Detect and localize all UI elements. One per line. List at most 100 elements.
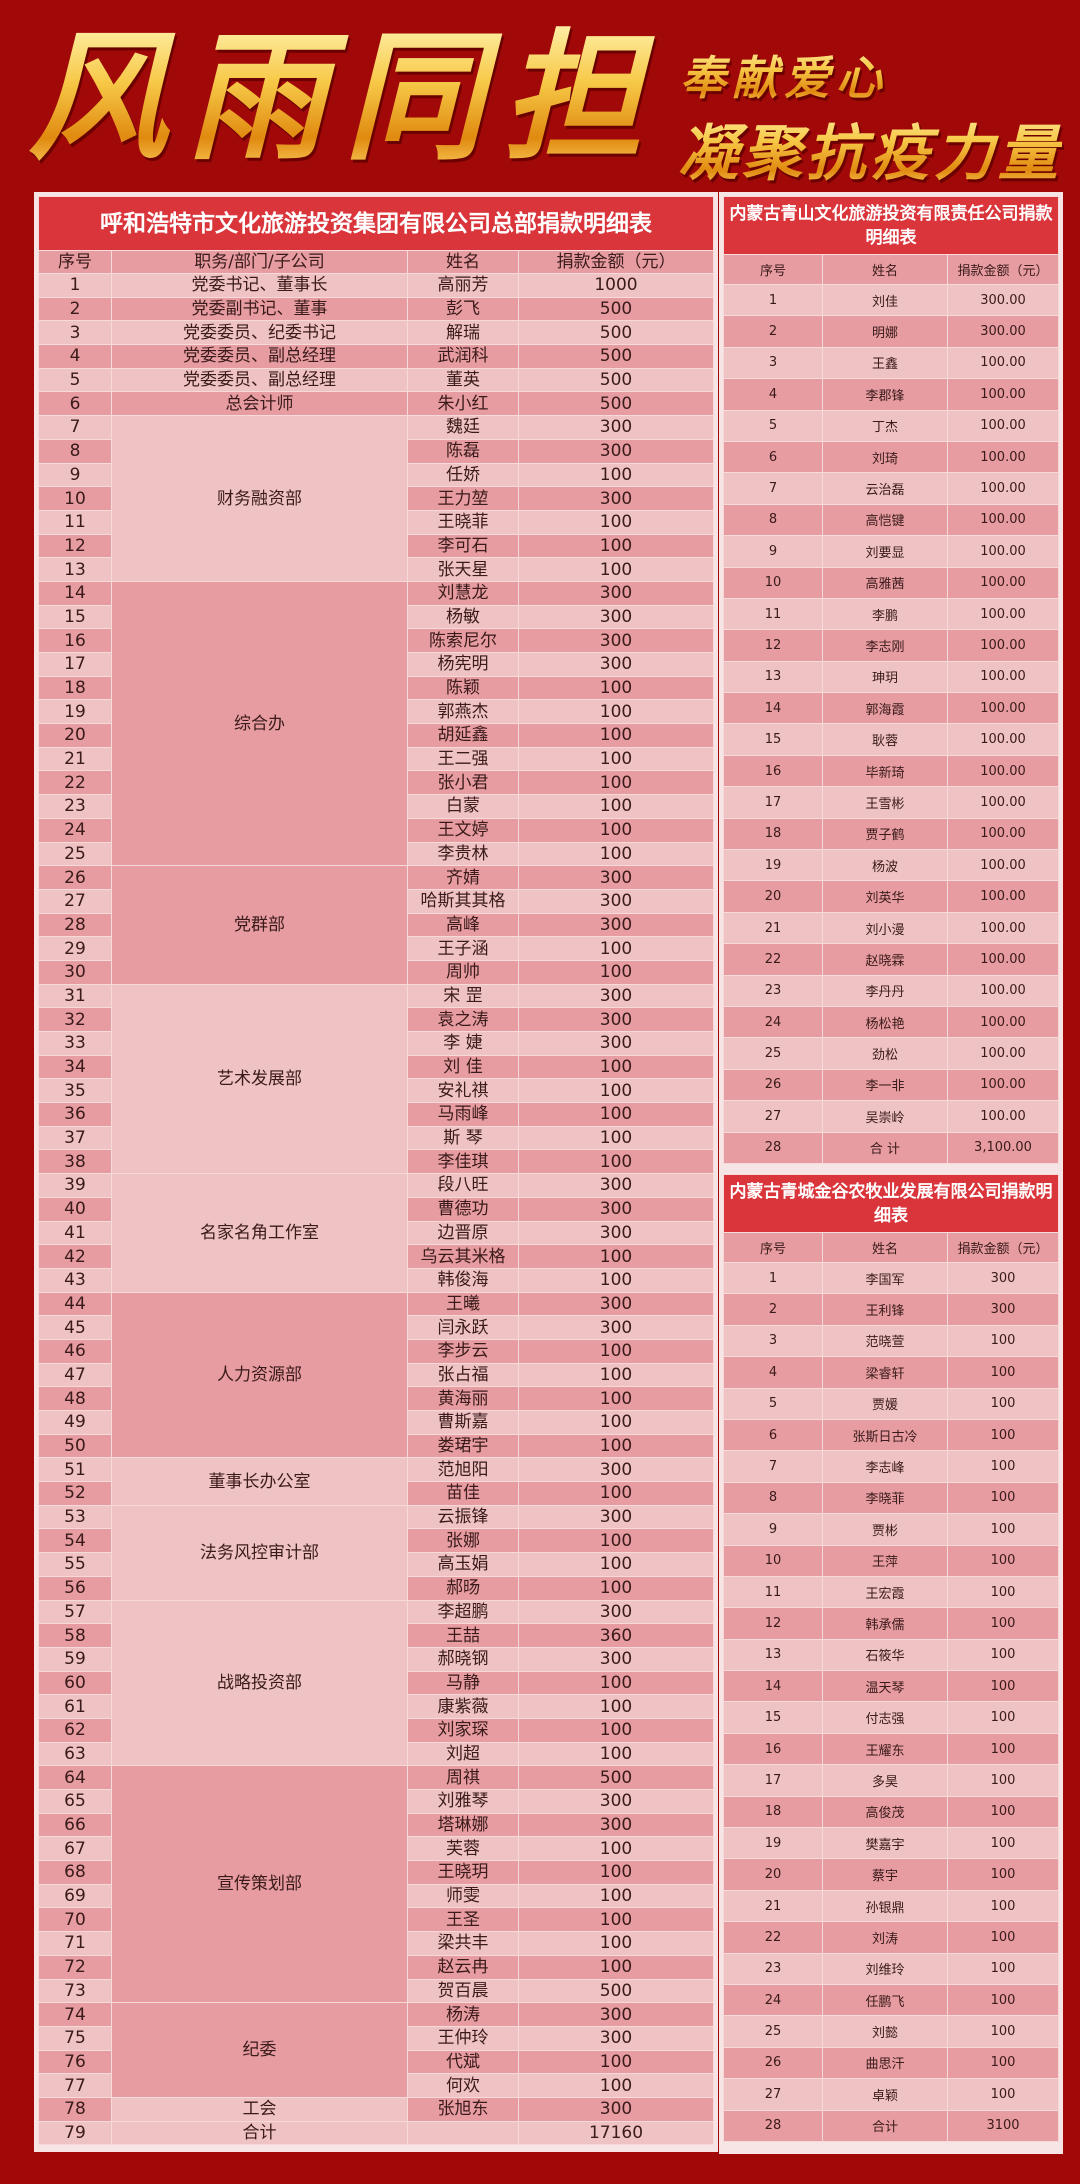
headline-sub-2: 凝聚抗疫力量 <box>678 105 1062 192</box>
table-row: 4 梁睿轩 100 <box>723 1356 1059 1389</box>
row-number: 77 <box>38 2073 112 2098</box>
table-row: 59 郝晓钢 300 <box>38 1646 714 1672</box>
row-number: 50 <box>38 1433 112 1459</box>
donor-name: 李郡锋 <box>822 378 948 411</box>
table-row: 16 王耀东 100 <box>723 1732 1059 1766</box>
row-number: 59 <box>38 1646 112 1672</box>
donation-amount: 300 <box>518 983 714 1009</box>
table-row: 26 党群部 齐婧 300 <box>38 865 714 985</box>
row-number: 61 <box>38 1694 112 1719</box>
donation-amount: 100 <box>518 1860 714 1885</box>
donor-name: 李丹丹 <box>822 974 948 1007</box>
table-row: 2 党委副书记、董事 彭飞 500 <box>38 296 714 322</box>
row-number: 27 <box>38 888 112 914</box>
donor-name: 张天星 <box>407 557 519 582</box>
table-row: 70 王圣 100 <box>38 1907 714 1933</box>
table-row: 21 王二强 100 <box>38 746 714 772</box>
donor-name: 范晓萱 <box>822 1324 948 1358</box>
donor-name: 张占福 <box>407 1362 519 1388</box>
table-row: 66 塔琳娜 300 <box>38 1812 714 1838</box>
donation-amount: 100 <box>518 1670 714 1696</box>
row-number: 17 <box>38 652 112 677</box>
row-number: 48 <box>38 1386 112 1411</box>
table-row: 2 王利锋 300 <box>723 1293 1059 1326</box>
donation-amount: 100.00 <box>947 911 1059 945</box>
row-number: 14 <box>723 692 823 725</box>
row-number: 52 <box>38 1481 112 1506</box>
table-row: 3 党委委员、纪委书记 解瑞 500 <box>38 320 714 346</box>
table-row: 24 王文婷 100 <box>38 817 714 843</box>
donation-amount: 100 <box>518 1575 714 1601</box>
row-number: 24 <box>723 1005 823 1039</box>
donation-amount: 17160 <box>518 2120 714 2146</box>
table-row: 17 杨宪明 300 <box>38 652 714 677</box>
row-number: 23 <box>723 1952 823 1985</box>
row-number: 10 <box>38 486 112 511</box>
donation-amount: 100 <box>518 1552 714 1577</box>
donation-amount: 100.00 <box>947 692 1059 725</box>
donation-amount: 100 <box>518 462 714 488</box>
donor-name: 蔡宇 <box>822 1858 948 1891</box>
table-row: 19 郭燕杰 100 <box>38 699 714 725</box>
donation-amount: 100 <box>518 1054 714 1080</box>
donor-name: 代斌 <box>407 2049 519 2075</box>
donation-amount: 100 <box>947 1670 1059 1703</box>
row-number: 63 <box>38 1741 112 1767</box>
row-number: 45 <box>38 1315 112 1340</box>
donor-name: 杨宪明 <box>407 652 519 677</box>
row-number: 69 <box>38 1883 112 1909</box>
row-number: 17 <box>723 786 823 819</box>
donation-amount: 300 <box>518 438 714 464</box>
table-row: 22 赵晓霖 100.00 <box>723 943 1059 976</box>
row-number: 3 <box>723 1324 823 1358</box>
donor-name: 王晓菲 <box>407 509 519 535</box>
table-row: 44 人力资源部 王曦 300 <box>38 1291 714 1459</box>
row-number: 43 <box>38 1267 112 1293</box>
donor-name: 耿蓉 <box>822 723 948 756</box>
donor-name: 胡延鑫 <box>407 723 519 748</box>
row-number: 21 <box>38 746 112 772</box>
donor-name: 高峰 <box>407 912 519 938</box>
donation-amount: 100.00 <box>947 629 1059 662</box>
table-row: 23 刘维玲 100 <box>723 1952 1059 1985</box>
row-number: 16 <box>723 754 823 788</box>
donation-amount: 300 <box>518 1504 714 1530</box>
row-number: 22 <box>723 943 823 976</box>
table-row: 9 贾彬 100 <box>723 1513 1059 1546</box>
donation-amount: 100 <box>518 1883 714 1909</box>
donor-name: 齐婧 <box>407 865 519 890</box>
donation-amount: 100 <box>947 1858 1059 1891</box>
row-number: 23 <box>723 974 823 1007</box>
donation-amount: 300 <box>518 1291 714 1317</box>
table-row: 12 李志刚 100.00 <box>723 629 1059 662</box>
donation-amount: 100 <box>947 1481 1059 1515</box>
donor-name: 刘雅琴 <box>407 1789 519 1814</box>
table-row: 49 曹斯嘉 100 <box>38 1410 714 1435</box>
donation-amount: 100 <box>518 1267 714 1293</box>
donor-name: 董英 <box>407 367 519 393</box>
table-row: 11 王宏霞 100 <box>723 1575 1059 1609</box>
donation-amount: 300.00 <box>947 283 1059 317</box>
table-row: 25 劲松 100.00 <box>723 1037 1059 1070</box>
table-row: 55 高玉娟 100 <box>38 1552 714 1577</box>
donor-name: 毕新琦 <box>822 754 948 788</box>
donation-amount: 300 <box>518 888 714 914</box>
donor-name: 李贵林 <box>407 841 519 867</box>
table-row: 17 王雪彬 100.00 <box>723 786 1059 819</box>
donation-amount: 300 <box>518 415 714 440</box>
row-number: 15 <box>723 1701 823 1734</box>
row-number: 17 <box>723 1764 823 1797</box>
row-number: 76 <box>38 2049 112 2075</box>
row-number: 29 <box>38 936 112 961</box>
donation-amount: 100 <box>947 1324 1059 1358</box>
row-number: 16 <box>38 628 112 653</box>
table-row: 3 王鑫 100.00 <box>723 346 1059 380</box>
row-number: 7 <box>38 415 112 440</box>
row-number: 25 <box>38 841 112 867</box>
table-row: 8 李晓菲 100 <box>723 1481 1059 1515</box>
donor-name: 何欢 <box>407 2073 519 2098</box>
donor-name: 曹斯嘉 <box>407 1410 519 1435</box>
donation-amount: 100 <box>518 1931 714 1956</box>
row-number: 47 <box>38 1362 112 1388</box>
donor-name: 杨松艳 <box>822 1005 948 1039</box>
